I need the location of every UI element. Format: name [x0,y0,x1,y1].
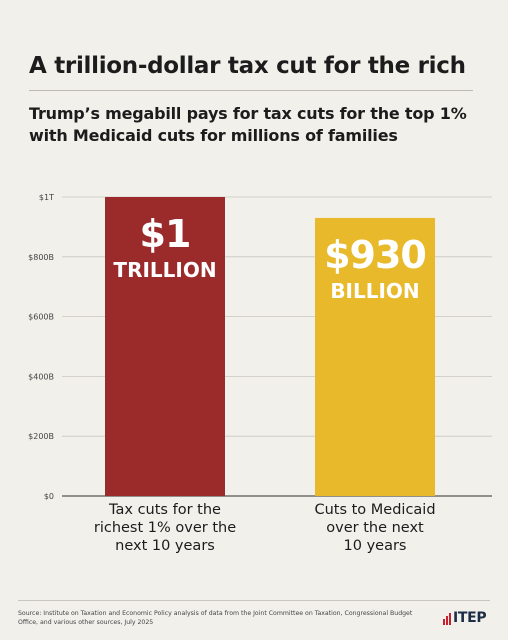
bar-unit-label: BILLION [330,279,419,303]
itep-logo: ITEP [443,607,487,626]
bar [315,217,435,496]
y-tick-label: $1T [39,193,54,202]
y-tick-label: $200B [28,432,54,441]
title-divider [29,90,473,91]
y-tick-label: $800B [28,253,54,262]
x-category-label: 10 years [344,538,407,554]
bar-value-label: $1 [140,212,191,256]
logo-bars-icon [443,613,452,625]
y-tick-label: $0 [44,492,54,501]
x-category-label: next 10 years [115,538,215,554]
x-category-label: over the next [326,520,424,536]
page-title: A trillion-dollar tax cut for the rich [29,53,466,79]
logo-text: ITEP [453,610,487,626]
bar-value-label: $930 [324,233,426,277]
bar [105,197,225,496]
y-tick-label: $400B [28,372,54,381]
x-category-label: richest 1% over the [94,520,236,536]
bar-unit-label: TRILLION [113,258,216,282]
x-category-label: Cuts to Medicaid [314,502,435,518]
source-note: Source: Institute on Taxation and Econom… [18,610,413,626]
footer-divider [18,600,490,601]
subtitle: Trump’s megabill pays for tax cuts for t… [29,104,467,145]
y-tick-label: $600B [28,313,54,322]
x-category-label: Tax cuts for the [108,502,221,518]
